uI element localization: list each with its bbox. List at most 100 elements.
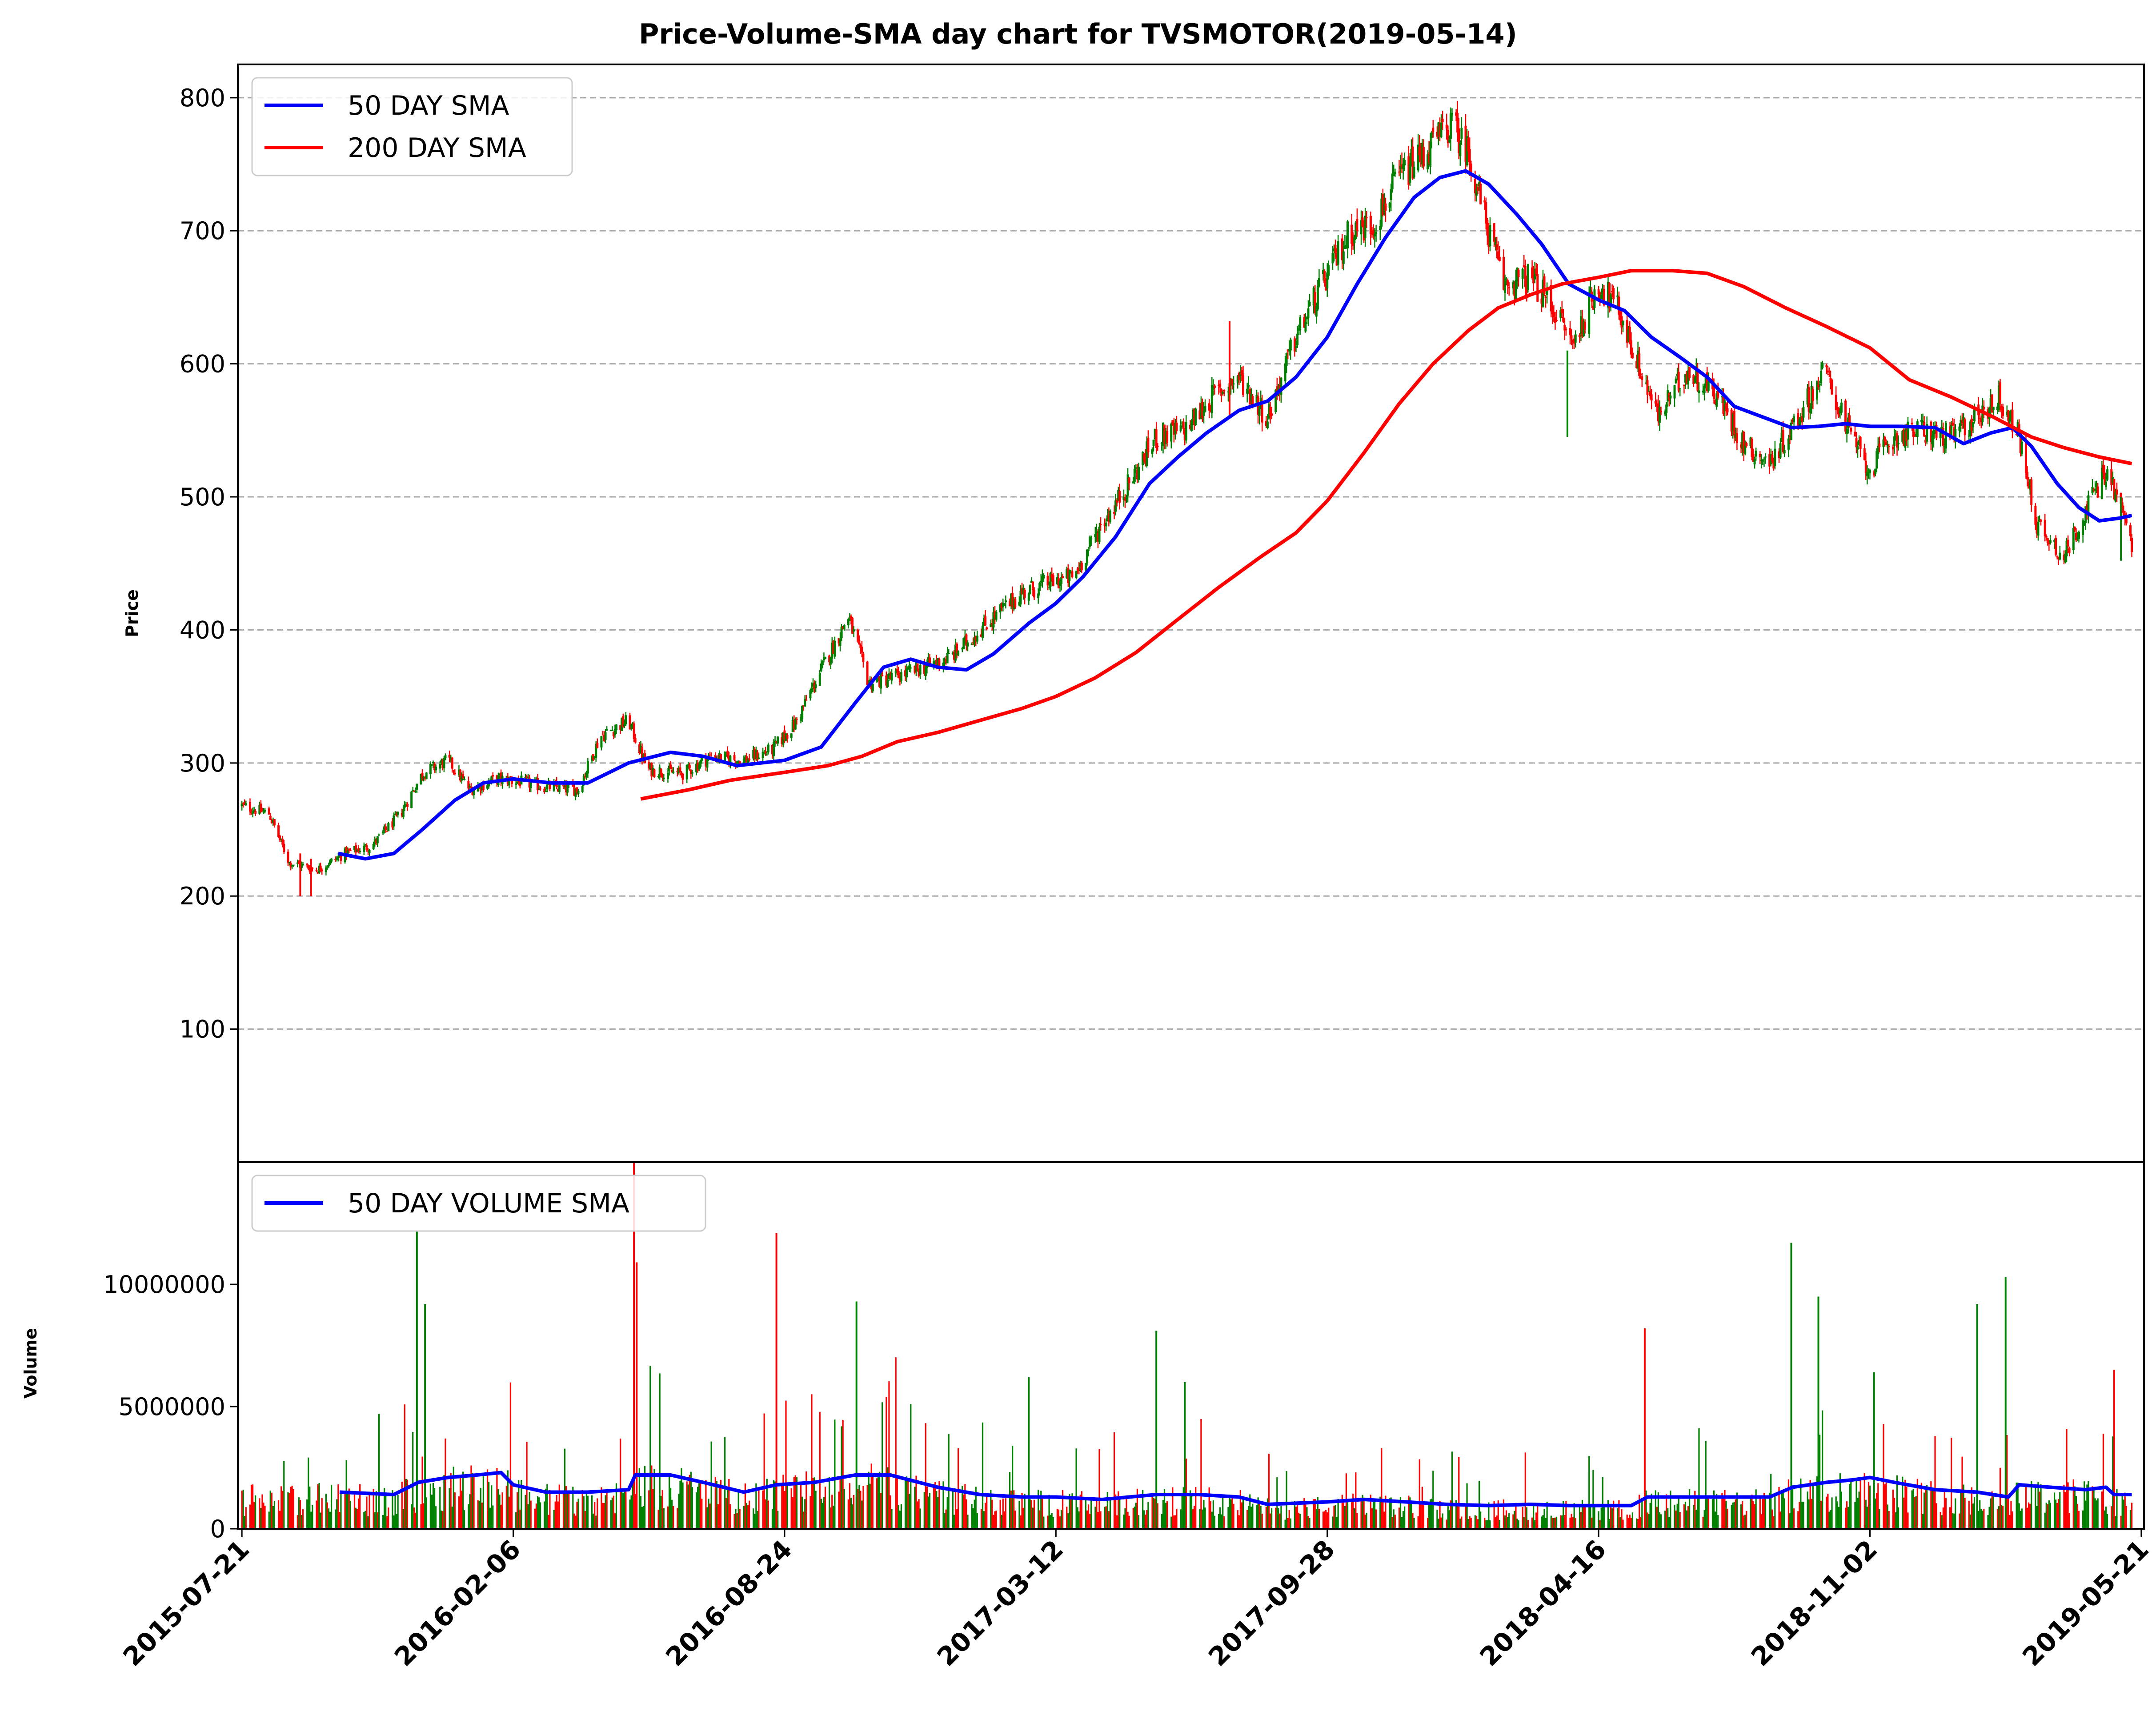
volume-bar: [1659, 1512, 1661, 1529]
candle-body: [471, 788, 474, 795]
candle: [1352, 232, 1355, 250]
candle: [413, 790, 416, 792]
candle-body: [1437, 122, 1440, 136]
candle: [243, 799, 246, 805]
candle: [1122, 489, 1125, 507]
candle: [974, 636, 977, 646]
candle: [288, 861, 291, 866]
candle: [424, 776, 426, 781]
volume-bar: [850, 1498, 852, 1529]
candle-body: [634, 738, 637, 743]
candle: [1175, 416, 1178, 435]
candle: [1388, 202, 1391, 212]
volume-bar: [971, 1503, 973, 1529]
volume-bar: [2115, 1516, 2116, 1529]
candle: [318, 863, 321, 875]
candle-body: [1677, 372, 1680, 391]
candle: [1325, 278, 1327, 291]
volume-bar: [757, 1511, 758, 1529]
candle-body: [1394, 172, 1396, 174]
candle-body: [1913, 436, 1916, 437]
volume-bar: [1337, 1499, 1339, 1529]
volume-bar: [1840, 1491, 1843, 1529]
volume-bar: [539, 1502, 541, 1529]
candle: [2078, 530, 2080, 543]
volume-bar: [273, 1501, 276, 1529]
volume-bar: [2097, 1498, 2099, 1529]
candle: [980, 628, 982, 637]
volume-bar: [914, 1487, 916, 1529]
candle-body: [1722, 395, 1725, 414]
candle: [1637, 341, 1639, 372]
candle-body: [453, 772, 456, 774]
volume-bar: [557, 1501, 559, 1529]
candle: [1846, 424, 1848, 443]
volume-bar: [404, 1404, 405, 1529]
candle: [2064, 550, 2067, 564]
volume-bar: [1922, 1514, 1924, 1529]
candle-body: [1954, 429, 1957, 441]
candle: [1429, 133, 1432, 175]
volume-bar: [2101, 1491, 2103, 1529]
candle-body: [1223, 390, 1226, 392]
candle: [1626, 313, 1628, 348]
volume-bar: [1762, 1499, 1763, 1529]
volume-bar: [985, 1503, 986, 1529]
candle-body: [2073, 527, 2076, 531]
candle-body: [1116, 500, 1118, 503]
candle-body: [1011, 593, 1014, 608]
candle: [372, 842, 375, 850]
candle: [648, 759, 650, 771]
candle: [898, 672, 901, 686]
volume-bar: [1575, 1518, 1576, 1529]
candle-body: [2055, 538, 2057, 555]
candle: [793, 715, 795, 732]
volume-bar: [610, 1500, 612, 1529]
volume-bar: [1411, 1502, 1412, 1529]
candle-body: [1495, 244, 1498, 250]
candle: [1655, 399, 1658, 412]
volume-bar: [271, 1492, 273, 1529]
candle-body: [857, 630, 859, 642]
volume-bar: [622, 1492, 624, 1529]
candle: [1003, 603, 1006, 606]
candle: [1419, 143, 1422, 167]
volume-bar: [1835, 1496, 1837, 1529]
volume-bar: [2055, 1499, 2057, 1529]
candle: [1133, 465, 1136, 484]
candle-body: [668, 765, 671, 772]
candle-body: [900, 672, 902, 681]
candle-body: [280, 838, 283, 840]
candle-body: [666, 773, 669, 780]
candle: [581, 784, 584, 793]
candle-body: [1745, 443, 1748, 447]
volume-bar: [991, 1499, 993, 1529]
candle: [441, 758, 444, 771]
candle-body: [926, 664, 928, 668]
candle: [440, 758, 443, 765]
candle: [1422, 139, 1425, 170]
candle-body: [1611, 291, 1614, 292]
volume-bar: [1684, 1502, 1687, 1529]
candle: [1455, 109, 1458, 121]
candle-body: [1859, 437, 1862, 449]
volume-bar: [1465, 1503, 1467, 1529]
candle: [688, 763, 691, 771]
candle-body: [2024, 441, 2027, 474]
candle: [1669, 392, 1672, 405]
candle-body: [701, 757, 703, 761]
candle: [1363, 220, 1365, 244]
candle-body: [377, 834, 380, 836]
candle: [1346, 220, 1349, 259]
candle-body: [1892, 447, 1894, 450]
candle: [2116, 482, 2118, 503]
candle: [365, 843, 368, 852]
candle: [886, 674, 889, 688]
candle: [330, 858, 333, 863]
candle: [652, 765, 654, 777]
candle: [443, 756, 445, 772]
candle-body: [1247, 385, 1250, 387]
candle: [1276, 378, 1278, 400]
candle: [1298, 324, 1300, 335]
volume-bar: [1132, 1507, 1134, 1529]
